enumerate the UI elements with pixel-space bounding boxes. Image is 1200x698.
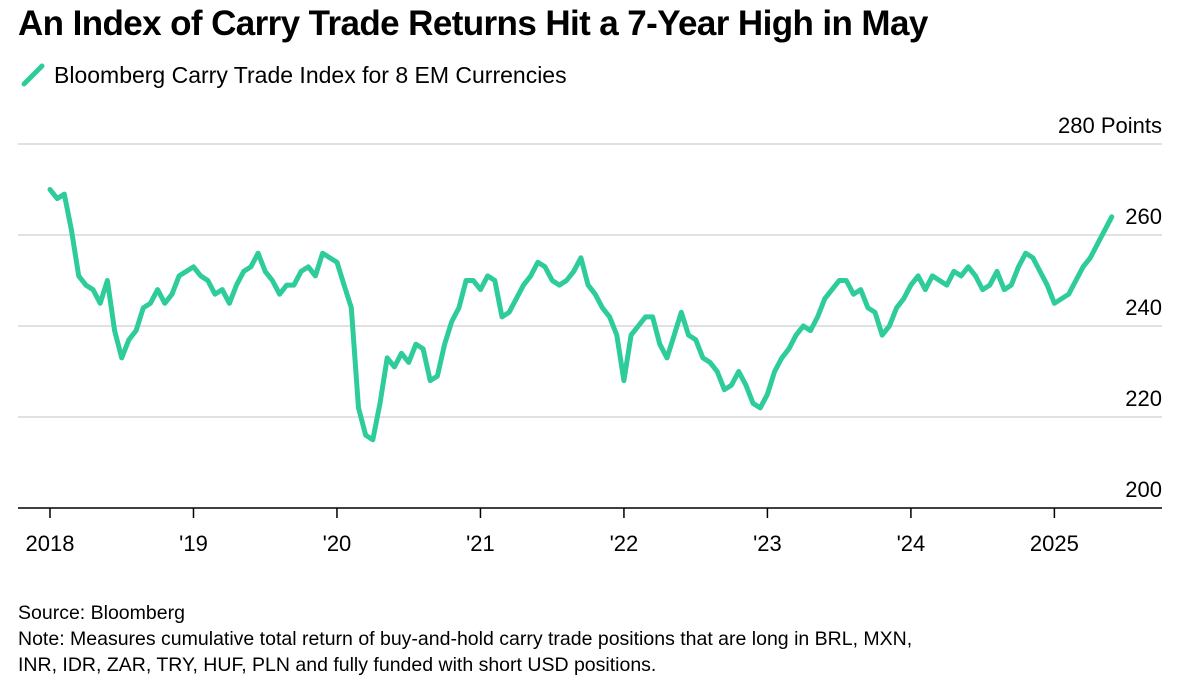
methodology-note-line-2: INR, IDR, ZAR, TRY, HUF, PLN and fully f…: [18, 654, 657, 676]
y-tick-label-200: 200: [1125, 477, 1162, 502]
line-chart: 200 220 240 260 280 Points 2018 '19 '20 '21 '22 '…: [18, 113, 1162, 556]
legend-swatch-icon: [21, 63, 45, 87]
y-tick-label-260: 260: [1125, 204, 1162, 229]
x-axis-labels: 2018 '19 '20 '21 '22 '23 '24 2025: [26, 531, 1079, 556]
x-tick-label-2021: '21: [466, 531, 495, 556]
chart-title: An Index of Carry Trade Returns Hit a 7-…: [18, 4, 928, 43]
footer: Source: Bloomberg Note: Measures cumulat…: [18, 600, 1188, 678]
y-axis-labels: 200 220 240 260 280 Points: [1058, 113, 1162, 502]
y-tick-label-220: 220: [1125, 386, 1162, 411]
legend-label: Bloomberg Carry Trade Index for 8 EM Cur…: [54, 61, 567, 88]
x-tick-label-2020: '20: [323, 531, 352, 556]
legend: Bloomberg Carry Trade Index for 8 EM Cur…: [20, 60, 567, 90]
x-tick-label-2018: 2018: [26, 531, 75, 556]
methodology-note-line-1: Note: Measures cumulative total return o…: [18, 628, 913, 650]
x-tick-label-2022: '22: [610, 531, 639, 556]
source-note: Source: Bloomberg: [18, 602, 185, 624]
x-axis: [18, 507, 1162, 518]
x-tick-label-2023: '23: [753, 531, 782, 556]
gridlines: [18, 143, 1162, 418]
series-line-0: [47, 187, 1115, 443]
x-tick-label-2019: '19: [179, 531, 208, 556]
x-tick-label-2024: '24: [897, 531, 926, 556]
y-tick-label-280: 280 Points: [1058, 113, 1162, 138]
y-tick-label-240: 240: [1125, 295, 1162, 320]
series: [47, 187, 1115, 443]
x-tick-label-2025: 2025: [1030, 531, 1079, 556]
